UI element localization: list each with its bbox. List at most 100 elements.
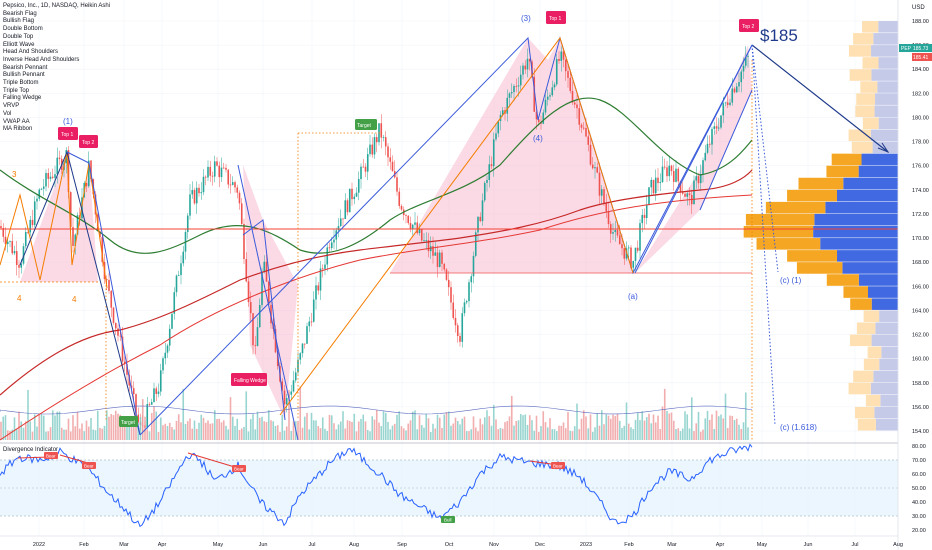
candle-body [436, 252, 439, 267]
legend-item[interactable]: Bearish Flag [3, 10, 37, 17]
pattern-badges: Top 1 Top 2 Top 1 Top 2 Target Target Fa… [44, 11, 759, 523]
volume-bar [623, 425, 626, 440]
volume-bar [135, 417, 137, 440]
legend-item[interactable]: MA Ribbon [3, 126, 33, 133]
candle-body [9, 241, 11, 242]
legend-item[interactable]: VRVP [3, 103, 20, 110]
legend-item[interactable]: Triple Bottom [3, 80, 39, 87]
candle-body [126, 364, 128, 375]
vrvp-volume-profile [743, 21, 898, 431]
vrvp-row-sell [848, 45, 872, 57]
volume-bar [627, 423, 630, 440]
volume-bar [117, 413, 119, 440]
candle-body [474, 232, 477, 256]
legend-item[interactable]: Vol [3, 110, 12, 117]
volume-bar [740, 428, 743, 440]
candle-body [153, 388, 155, 403]
volume-bar [600, 410, 603, 440]
candle-body [537, 119, 540, 123]
candle-body [470, 276, 473, 283]
volume-bar [501, 428, 504, 440]
candle-body [155, 388, 158, 394]
candle-body [414, 222, 416, 225]
candle-body [400, 205, 403, 210]
candle-body [434, 252, 437, 256]
legend-item[interactable]: Bullish Pennant [3, 72, 45, 79]
legend-item[interactable]: Double Bottom [3, 26, 43, 33]
candle-body [137, 414, 140, 423]
volume-bar [301, 427, 304, 440]
vrvp-row-sell [831, 153, 862, 166]
candle-body [553, 84, 556, 88]
volume-bar [261, 416, 263, 440]
candle-body [69, 192, 72, 228]
candle-body [207, 166, 209, 178]
time-tick: Jun [259, 542, 268, 548]
legend-item[interactable]: Falling Wedge [3, 95, 42, 102]
candle-body [85, 182, 88, 187]
candle-body [2, 227, 5, 237]
volume-bar [283, 430, 286, 440]
legend-item[interactable]: Double Top [3, 33, 34, 40]
legend-item[interactable]: Inverse Head And Shoulders [3, 56, 80, 63]
candle-body [31, 219, 34, 226]
vrvp-row-sell [849, 69, 872, 81]
volume-bar [380, 426, 383, 440]
candle-body [238, 192, 241, 204]
candle-body [130, 385, 133, 389]
candle-body [90, 160, 92, 180]
candle-body [384, 137, 387, 147]
volume-bar [591, 431, 594, 440]
vrvp-row-sell [798, 177, 844, 190]
candle-body [618, 235, 621, 245]
price-tick: 158.00 [912, 381, 929, 387]
volume-bar [328, 414, 331, 440]
volume-bar [420, 425, 423, 440]
vrvp-row-buy [873, 370, 898, 383]
volume-bar [159, 417, 162, 440]
volume-bar [65, 429, 68, 440]
legend-items: Bearish Flag Bullish Flag Double Bottom Dou… [3, 11, 110, 134]
candle-body [715, 126, 718, 129]
candle-body [441, 252, 443, 264]
candle-body [211, 175, 214, 177]
candle-body [717, 127, 720, 129]
candle-body [645, 205, 648, 219]
volume-bar [240, 428, 243, 440]
rising-wedge-lines [634, 44, 753, 274]
legend-item[interactable]: Bearish Pennant [3, 64, 48, 71]
candle-body [373, 137, 376, 155]
legend-item[interactable]: Bullish Flag [3, 18, 35, 25]
vrvp-row-sell [743, 226, 814, 238]
volume-bars [0, 386, 753, 440]
candle-body [229, 184, 232, 186]
volume-bar [526, 424, 529, 440]
indicator-legend[interactable]: Pepsico, Inc., 1D, NASDAQ, Heikin Ashi B… [3, 3, 110, 134]
candle-body [398, 191, 401, 206]
candle-body [150, 402, 153, 405]
volume-bar [711, 414, 713, 440]
time-axis[interactable]: 2022 Feb Mar Apr May Jun Jul Aug Sep Oct Nov Dec 202… [33, 542, 903, 548]
vrvp-row-buy [837, 250, 898, 262]
price-axis[interactable]: 188.00186.00184.00182.00180.00178.00176.… [912, 19, 929, 435]
volume-bar [648, 413, 650, 440]
candle-body [308, 321, 311, 327]
volume-bar [195, 428, 198, 440]
legend-item[interactable]: Triple Top [3, 87, 30, 94]
candle-body [54, 174, 56, 178]
candle-body [24, 232, 27, 247]
legend-item[interactable]: VWAP AA [3, 118, 30, 125]
candle-body [524, 65, 527, 70]
volume-bar [231, 416, 234, 440]
candle-body [517, 85, 520, 87]
candle-body [492, 139, 495, 167]
candle-body [447, 279, 450, 288]
volume-bar [141, 399, 144, 440]
oscillator-axis[interactable]: 80.00 70.00 60.00 50.00 40.00 30.00 20.00 [912, 444, 926, 534]
legend-item[interactable]: Elliott Wave [3, 41, 35, 48]
volume-bar [279, 431, 281, 440]
candle-body [189, 194, 191, 216]
volume-bar [594, 427, 596, 440]
legend-item[interactable]: Head And Shoulders [3, 49, 59, 56]
